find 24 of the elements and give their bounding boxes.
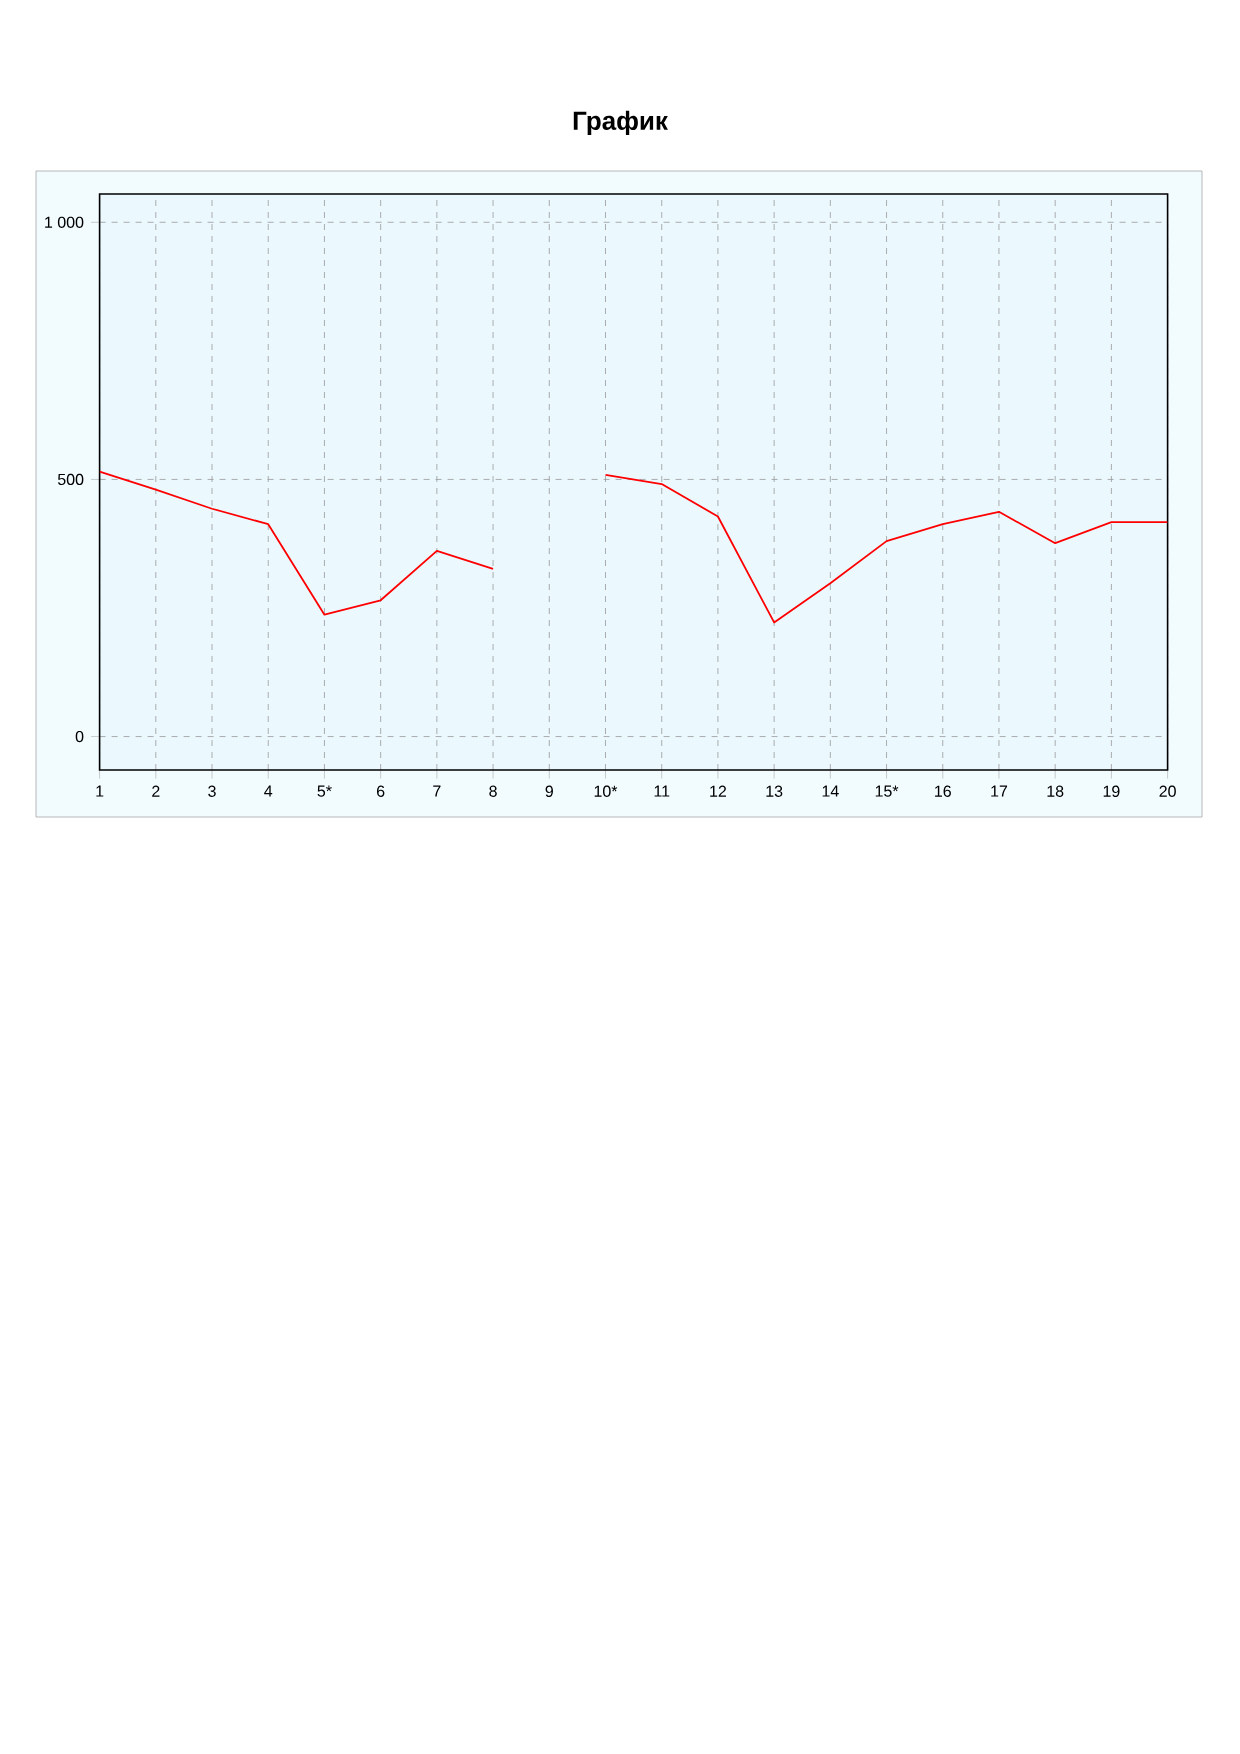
x-tick-label: 16 <box>935 785 951 797</box>
x-tick-label: 6 <box>377 785 385 797</box>
x-tick-label: 17 <box>991 785 1008 797</box>
y-tick-label: 500 <box>57 473 84 486</box>
x-tick-label: 13 <box>766 785 783 797</box>
x-tick-label: 8 <box>489 785 497 797</box>
x-tick-label: 1 <box>96 785 104 797</box>
y-tick-label: 0 <box>75 730 84 743</box>
x-tick-label: 7 <box>433 785 441 797</box>
x-tick-label: 14 <box>822 785 839 797</box>
x-tick-label: 19 <box>1103 785 1120 797</box>
x-tick-label: 5* <box>317 785 332 797</box>
x-tick-label: 15* <box>875 785 899 797</box>
x-tick-label: 12 <box>710 785 727 797</box>
x-tick-label: 18 <box>1047 785 1064 797</box>
x-tick-label: 20 <box>1159 785 1176 797</box>
x-tick-label: 2 <box>152 785 160 797</box>
x-tick-label: 4 <box>264 785 273 797</box>
x-tick-label: 9 <box>545 785 553 797</box>
x-tick-label: 10* <box>594 785 618 797</box>
chart-title: График <box>573 110 668 136</box>
x-tick-label: 3 <box>208 785 216 797</box>
x-tick-label: 11 <box>654 785 670 797</box>
y-tick-label: 1 000 <box>45 216 84 228</box>
